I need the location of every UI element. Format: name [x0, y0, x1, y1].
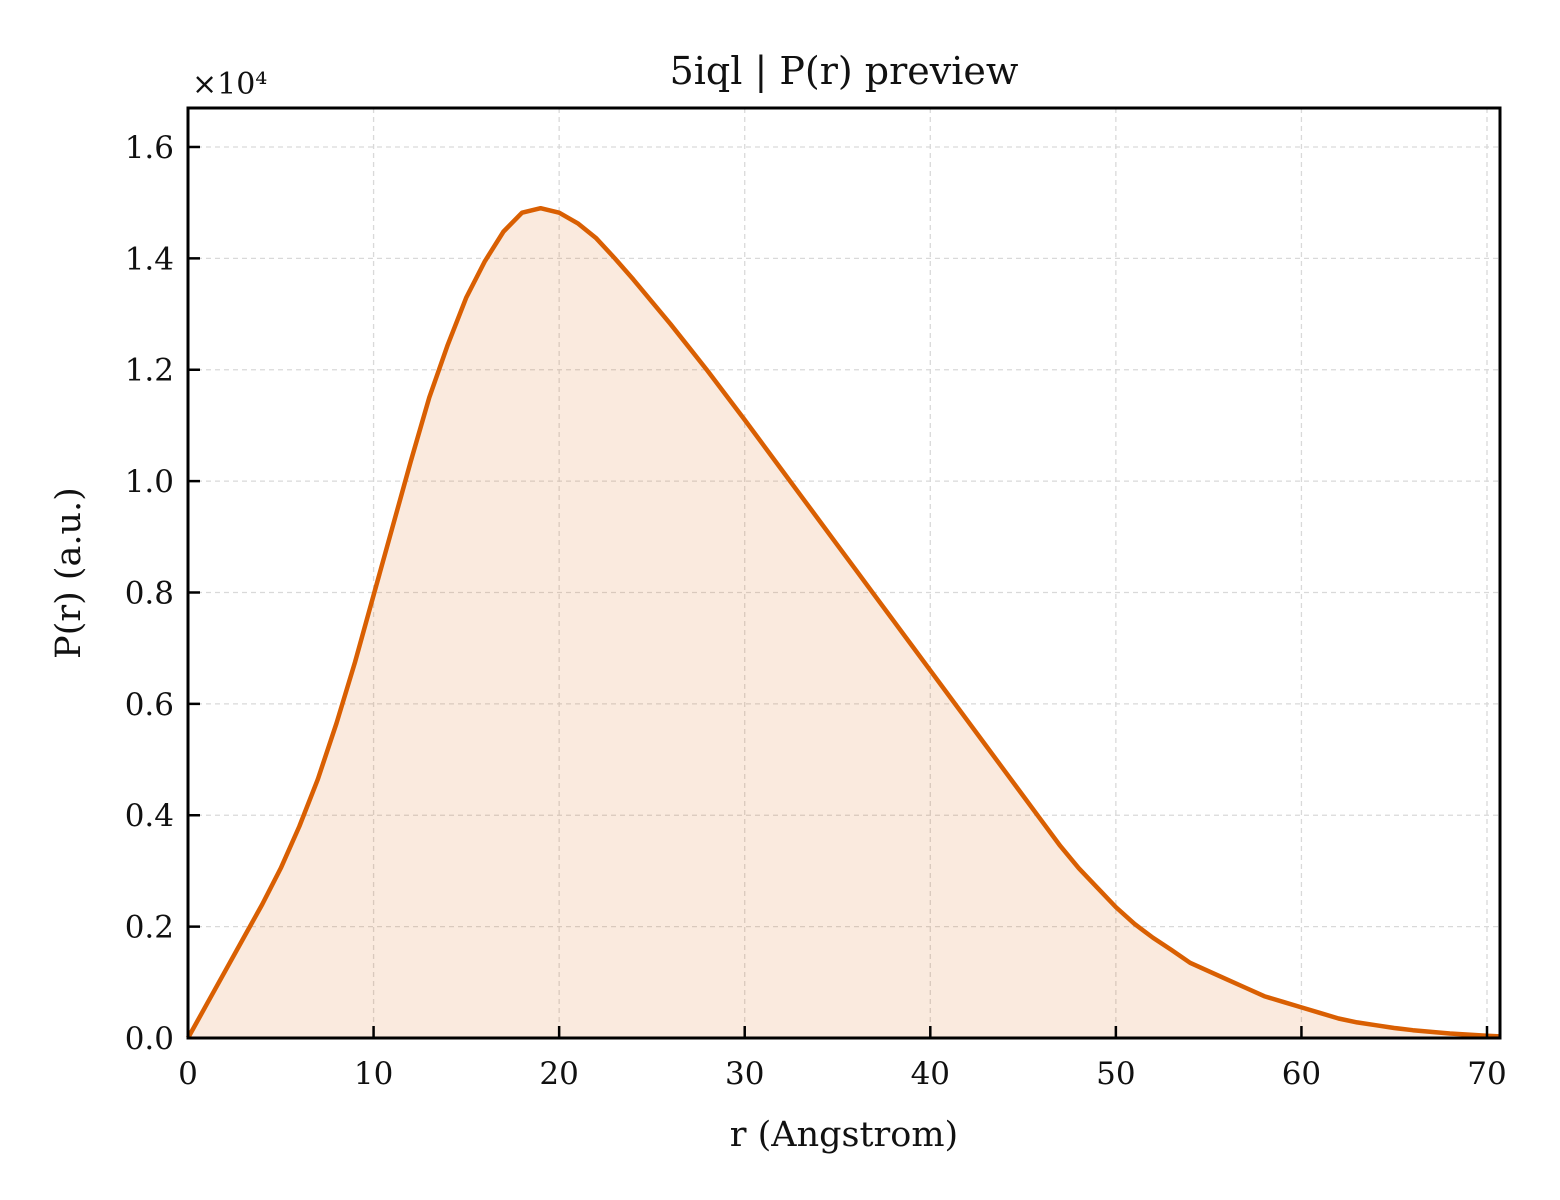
ticks: [186, 145, 1489, 1040]
x-tick-label-5: 50: [1096, 1056, 1135, 1092]
x-tick-label-3: 30: [725, 1056, 764, 1092]
y-tick-label-6: 1.2: [125, 353, 174, 389]
y-tick-label-4: 0.8: [125, 575, 174, 611]
y-tick-label-7: 1.4: [125, 241, 174, 277]
y-tick-label-8: 1.6: [125, 130, 174, 166]
chart-title: 5iql | P(r) preview: [670, 49, 1019, 93]
x-tick-label-7: 70: [1467, 1056, 1506, 1092]
x-tick-label-0: 0: [178, 1056, 198, 1092]
x-tick-label-2: 20: [539, 1056, 578, 1092]
x-axis-title: r (Angstrom): [730, 1115, 958, 1155]
tick-labels: 0 10 20 30 40 50 60 70 0.0 0.2 0.4 0.6 0.8 1.0 1.2 1.4 1…: [125, 130, 1507, 1092]
y-tick-label-3: 0.6: [125, 687, 174, 723]
y-tick-label-5: 1.0: [125, 464, 174, 500]
grid: [188, 108, 1500, 1038]
y-tick-label-1: 0.2: [125, 910, 174, 946]
x-tick-label-1: 10: [354, 1056, 393, 1092]
x-tick-label-6: 60: [1282, 1056, 1321, 1092]
y-axis-offset-label: ×10⁴: [192, 67, 267, 102]
series-line: [186, 205, 1501, 1040]
y-tick-label-0: 0.0: [125, 1021, 174, 1057]
y-tick-label-2: 0.4: [125, 798, 174, 834]
y-axis-title: P(r) (a.u.): [49, 487, 89, 659]
plot-frame: [186, 106, 1502, 1040]
x-tick-label-4: 40: [911, 1056, 950, 1092]
series-area-fill: [188, 208, 1500, 1039]
